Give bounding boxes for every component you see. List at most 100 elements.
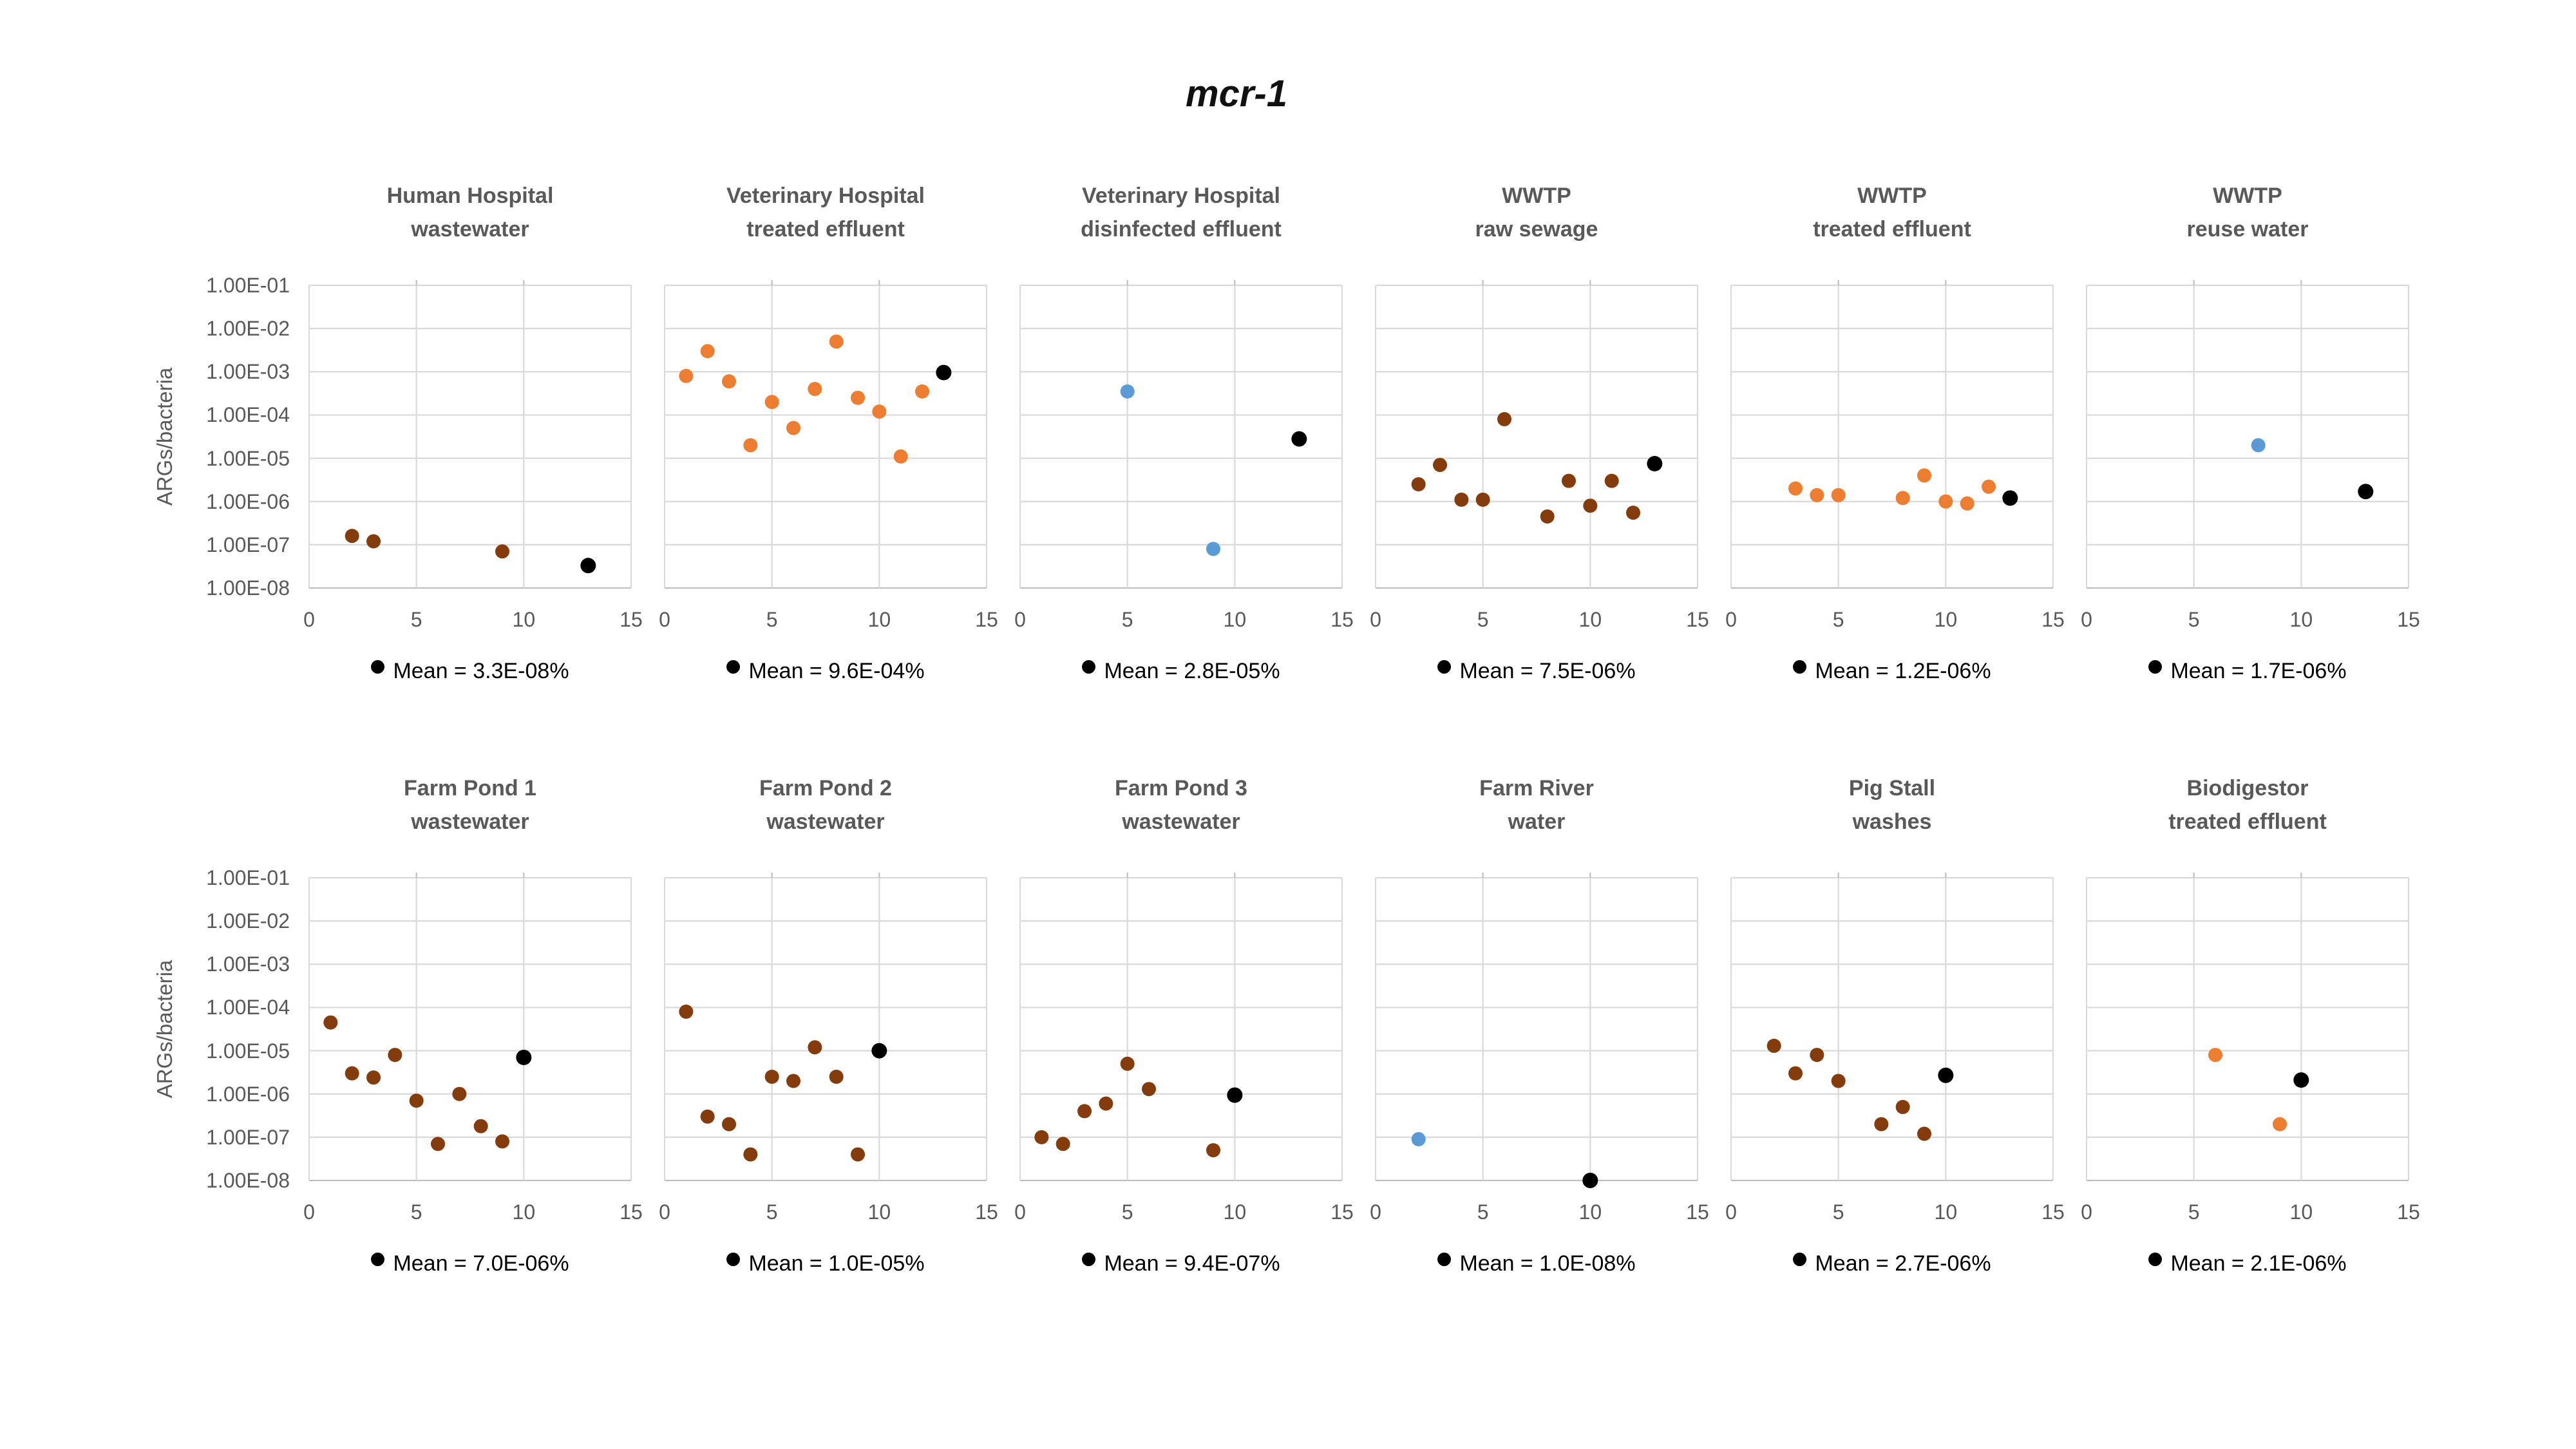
y-axis-tick-label: 1.00E-06 bbox=[206, 1082, 290, 1106]
mean-label: Mean = 1.0E-08% bbox=[1459, 1251, 1636, 1276]
data-point bbox=[1562, 473, 1576, 488]
x-axis-tick-label: 5 bbox=[2188, 608, 2200, 631]
data-point bbox=[1120, 1056, 1135, 1071]
subplot-title-line1: Biodigestor bbox=[2186, 776, 2309, 800]
data-point bbox=[366, 1070, 381, 1085]
y-axis-tick-label: 1.00E-01 bbox=[206, 866, 290, 889]
x-axis-tick-label: 0 bbox=[1014, 1200, 1026, 1224]
mean-dot-icon bbox=[1437, 1252, 1452, 1266]
subplot-biodigestor-treated-effluent: Biodigestor treated effluent 0 5 10 15 Mean = … bbox=[2081, 766, 2420, 1301]
subplot-title-line2: disinfected effluent bbox=[1081, 217, 1282, 242]
mean-label: Mean = 9.6E-04% bbox=[748, 658, 925, 683]
scatter-plot: 0 5 10 15 bbox=[1014, 280, 1354, 631]
subplot-title-line2: wastewater bbox=[411, 217, 529, 242]
mean-point bbox=[1291, 431, 1307, 447]
data-point bbox=[409, 1094, 424, 1108]
x-axis-tick-label: 0 bbox=[659, 608, 670, 631]
data-point bbox=[786, 421, 800, 435]
subplot-farm-river-water: Farm River water 0 5 10 15 Mean = 1.0E-08% bbox=[1370, 766, 1709, 1301]
subplot-title-line1: Human Hospital bbox=[386, 184, 554, 208]
mean-point bbox=[580, 558, 596, 574]
mean-point bbox=[871, 1043, 887, 1059]
scatter-plot: 0 5 10 15 bbox=[1014, 873, 1354, 1224]
mean-dot-icon bbox=[1082, 1252, 1096, 1266]
subplot-title-line1: Farm River bbox=[1479, 776, 1594, 800]
data-point bbox=[743, 438, 758, 453]
data-point bbox=[1540, 509, 1555, 524]
data-point bbox=[743, 1147, 758, 1162]
x-axis-tick-label: 15 bbox=[2041, 608, 2065, 631]
mean-label: Mean = 7.0E-06% bbox=[393, 1251, 569, 1276]
data-point bbox=[808, 382, 822, 397]
data-point bbox=[473, 1119, 488, 1133]
data-point bbox=[1917, 1126, 1931, 1141]
x-axis-tick-label: 10 bbox=[513, 608, 536, 631]
y-axis-tick-label: 1.00E-02 bbox=[206, 317, 290, 341]
mean-legend: Mean = 2.7E-06% bbox=[1731, 1249, 2053, 1278]
mean-dot-icon bbox=[726, 659, 741, 674]
scatter-plot: 0 5 10 15 bbox=[1370, 873, 1709, 1224]
mean-legend: Mean = 3.3E-08% bbox=[309, 657, 631, 685]
subplot-row-bottom: 1.00E-01 1.00E-02 1.00E-03 1.00E-04 1.00E-05… bbox=[153, 766, 2460, 1320]
subplot-human-hospital-wastewater: Human Hospital wastewater 0 5 10 15 Mean = 3.3… bbox=[303, 174, 643, 708]
y-axis-tick-label: 1.00E-06 bbox=[206, 489, 290, 513]
x-axis-tick-label: 15 bbox=[1331, 1200, 1354, 1224]
x-axis-tick-label: 10 bbox=[1935, 608, 1958, 631]
subplot-title-line2: wastewater bbox=[411, 810, 529, 834]
mean-dot-icon bbox=[371, 1252, 385, 1266]
data-point bbox=[388, 1048, 402, 1063]
subplot-title: WWTP raw sewage bbox=[1359, 179, 1714, 246]
data-point bbox=[1982, 479, 1996, 494]
data-point bbox=[1831, 1074, 1846, 1088]
x-axis-tick-label: 15 bbox=[620, 1200, 643, 1224]
subplot-title-line2: treated effluent bbox=[2168, 810, 2327, 834]
x-axis-tick-label: 0 bbox=[1725, 1200, 1737, 1224]
x-axis-tick-label: 15 bbox=[1331, 608, 1354, 631]
scatter-plot: 0 5 10 15 bbox=[303, 280, 643, 631]
mean-point bbox=[1647, 455, 1663, 471]
y-axis-tick-label: 1.00E-03 bbox=[206, 952, 290, 976]
subplot-veterinary-hospital-disinfected-effluent: Veterinary Hospital disinfected effluent 0… bbox=[1014, 174, 1354, 708]
x-axis-tick-label: 10 bbox=[1579, 608, 1602, 631]
data-point bbox=[808, 1040, 822, 1055]
mean-label: Mean = 1.0E-05% bbox=[748, 1251, 925, 1276]
data-point bbox=[915, 384, 929, 399]
x-axis-tick-label: 15 bbox=[975, 1200, 998, 1224]
data-point bbox=[2251, 438, 2266, 453]
data-point bbox=[1831, 488, 1846, 502]
subplot-title-line1: Farm Pond 1 bbox=[404, 776, 536, 800]
scatter-plot: 0 5 10 15 bbox=[659, 280, 998, 631]
mean-dot-icon bbox=[371, 659, 385, 674]
y-axis-tick-label: 1.00E-05 bbox=[206, 446, 290, 470]
mean-point bbox=[1938, 1067, 1954, 1083]
y-axis-tick-label: 1.00E-08 bbox=[206, 576, 290, 600]
x-axis-tick-label: 15 bbox=[1686, 608, 1709, 631]
subplot-row-top: 1.00E-01 1.00E-02 1.00E-03 1.00E-04 1.00E-05… bbox=[153, 174, 2460, 728]
data-point bbox=[1099, 1096, 1113, 1111]
data-point bbox=[1206, 542, 1220, 556]
x-axis-tick-label: 5 bbox=[411, 1200, 422, 1224]
subplot-title-line1: Pig Stall bbox=[1848, 776, 1936, 800]
data-point bbox=[1788, 1066, 1803, 1081]
subplot-title-line1: Veterinary Hospital bbox=[726, 184, 925, 208]
mean-dot-icon bbox=[1793, 659, 1807, 674]
y-axis-tick-label: 1.00E-05 bbox=[206, 1039, 290, 1063]
data-point bbox=[893, 449, 908, 464]
x-axis-tick-label: 10 bbox=[1224, 608, 1247, 631]
data-point bbox=[1433, 457, 1447, 472]
subplot-farm-pond-2-wastewater: Farm Pond 2 wastewater 0 5 10 15 Mean = 1.0E-0… bbox=[659, 766, 998, 1301]
x-axis-tick-label: 10 bbox=[1224, 1200, 1247, 1224]
data-point bbox=[452, 1086, 467, 1101]
data-point bbox=[1454, 492, 1469, 507]
data-point bbox=[495, 1134, 509, 1149]
mean-label: Mean = 1.2E-06% bbox=[1815, 658, 1991, 683]
data-point bbox=[431, 1137, 445, 1151]
data-point bbox=[722, 1117, 736, 1132]
mean-point bbox=[1582, 1173, 1598, 1188]
data-point bbox=[764, 1069, 779, 1084]
data-point bbox=[786, 1074, 800, 1088]
mean-point bbox=[2293, 1072, 2309, 1088]
x-axis-tick-label: 5 bbox=[1477, 608, 1489, 631]
x-axis-tick-label: 5 bbox=[766, 608, 778, 631]
